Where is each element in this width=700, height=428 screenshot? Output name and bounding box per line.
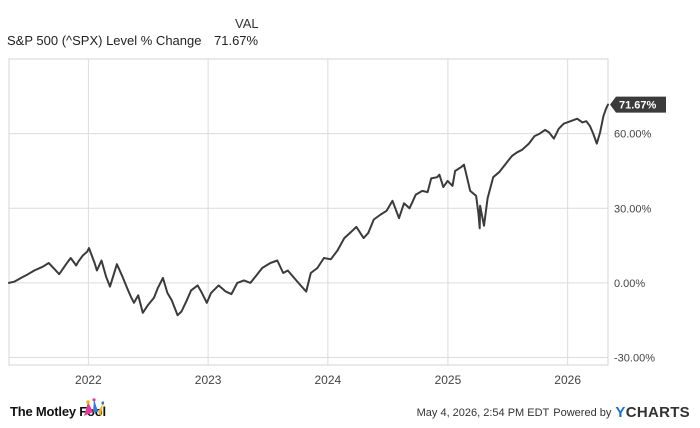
x-tick-label-4: 2026 xyxy=(554,373,581,387)
jester-hat-icon xyxy=(84,398,104,416)
grid-lines xyxy=(9,59,608,365)
x-axis-tick-labels: 2022 2023 2024 2025 2026 xyxy=(75,373,581,387)
timestamp: May 4, 2026, 2:54 PM EDT xyxy=(416,406,550,419)
x-tick-label-3: 2025 xyxy=(435,373,462,387)
ycharts-y-mark: Y xyxy=(615,404,626,421)
chart-footer: The Motley Fool May 4, 2026, 2:54 PM EDT… xyxy=(0,396,700,428)
ycharts-wordmark: CHARTS xyxy=(625,404,690,421)
x-tick-label-1: 2023 xyxy=(195,373,222,387)
y-tick-label-1: 0.00% xyxy=(614,278,645,290)
end-value-label: 71.67% xyxy=(610,96,666,113)
end-value-label-bg xyxy=(610,96,666,113)
plot-frame xyxy=(8,58,609,366)
y-axis-tick-labels: -30.00% 0.00% 30.00% 60.00% xyxy=(614,129,655,365)
end-value-label-text: 71.67% xyxy=(619,100,657,112)
y-tick-label-0: -30.00% xyxy=(614,353,655,365)
x-tick-label-2: 2024 xyxy=(315,373,342,387)
chart-legend: VAL S&P 500 (^SPX) Level % Change 71.67% xyxy=(0,0,300,52)
legend-series-name[interactable]: S&P 500 (^SPX) Level % Change xyxy=(7,33,202,48)
powered-by-text: Powered by xyxy=(553,406,612,419)
line-chart: -30.00%0.00%30.00%60.00% 2022 2023 2024 202… xyxy=(8,58,666,387)
legend-column-header: VAL xyxy=(235,16,259,31)
brand-name[interactable]: The Motley Fool xyxy=(10,404,106,419)
ycharts-logo[interactable]: Y CHARTS xyxy=(615,404,690,421)
legend-series-value: 71.67% xyxy=(214,33,259,48)
series-line-sp500 xyxy=(8,103,609,317)
x-tick-label-0: 2022 xyxy=(75,373,102,387)
y-tick-label-3: 60.00% xyxy=(614,129,652,141)
timestamp-attribution: May 4, 2026, 2:54 PM EDT Powered by Y CHA… xyxy=(417,404,690,421)
y-tick-label-2: 30.00% xyxy=(614,203,652,215)
